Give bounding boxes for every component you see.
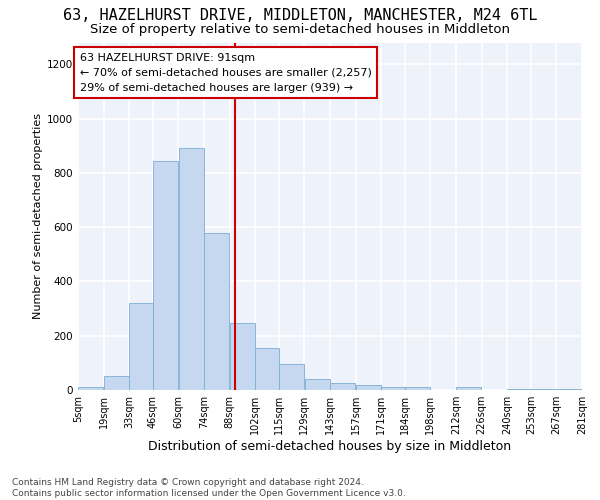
Bar	[179, 148, 203, 390]
Bar	[205, 232, 229, 390]
Bar	[305, 379, 329, 390]
Bar	[508, 388, 530, 390]
Text: 63, HAZELHURST DRIVE, MIDDLETON, MANCHESTER, M24 6TL: 63, HAZELHURST DRIVE, MIDDLETON, MANCHES…	[63, 8, 537, 22]
Bar	[279, 364, 304, 390]
Y-axis label: Number of semi-detached properties: Number of semi-detached properties	[33, 114, 43, 320]
Bar	[382, 388, 404, 390]
Bar	[130, 303, 152, 390]
Bar	[531, 388, 556, 390]
Bar	[457, 388, 481, 390]
Text: Size of property relative to semi-detached houses in Middleton: Size of property relative to semi-detach…	[90, 22, 510, 36]
Bar	[557, 388, 581, 390]
Bar	[104, 376, 129, 390]
Bar	[230, 324, 255, 390]
Bar	[331, 383, 355, 390]
Text: 63 HAZELHURST DRIVE: 91sqm
← 70% of semi-detached houses are smaller (2,257)
29%: 63 HAZELHURST DRIVE: 91sqm ← 70% of semi…	[80, 53, 372, 92]
Bar	[79, 388, 103, 390]
Bar	[153, 160, 178, 390]
X-axis label: Distribution of semi-detached houses by size in Middleton: Distribution of semi-detached houses by …	[148, 440, 512, 453]
Text: Contains HM Land Registry data © Crown copyright and database right 2024.
Contai: Contains HM Land Registry data © Crown c…	[12, 478, 406, 498]
Bar	[256, 348, 278, 390]
Bar	[405, 388, 430, 390]
Bar	[356, 384, 381, 390]
